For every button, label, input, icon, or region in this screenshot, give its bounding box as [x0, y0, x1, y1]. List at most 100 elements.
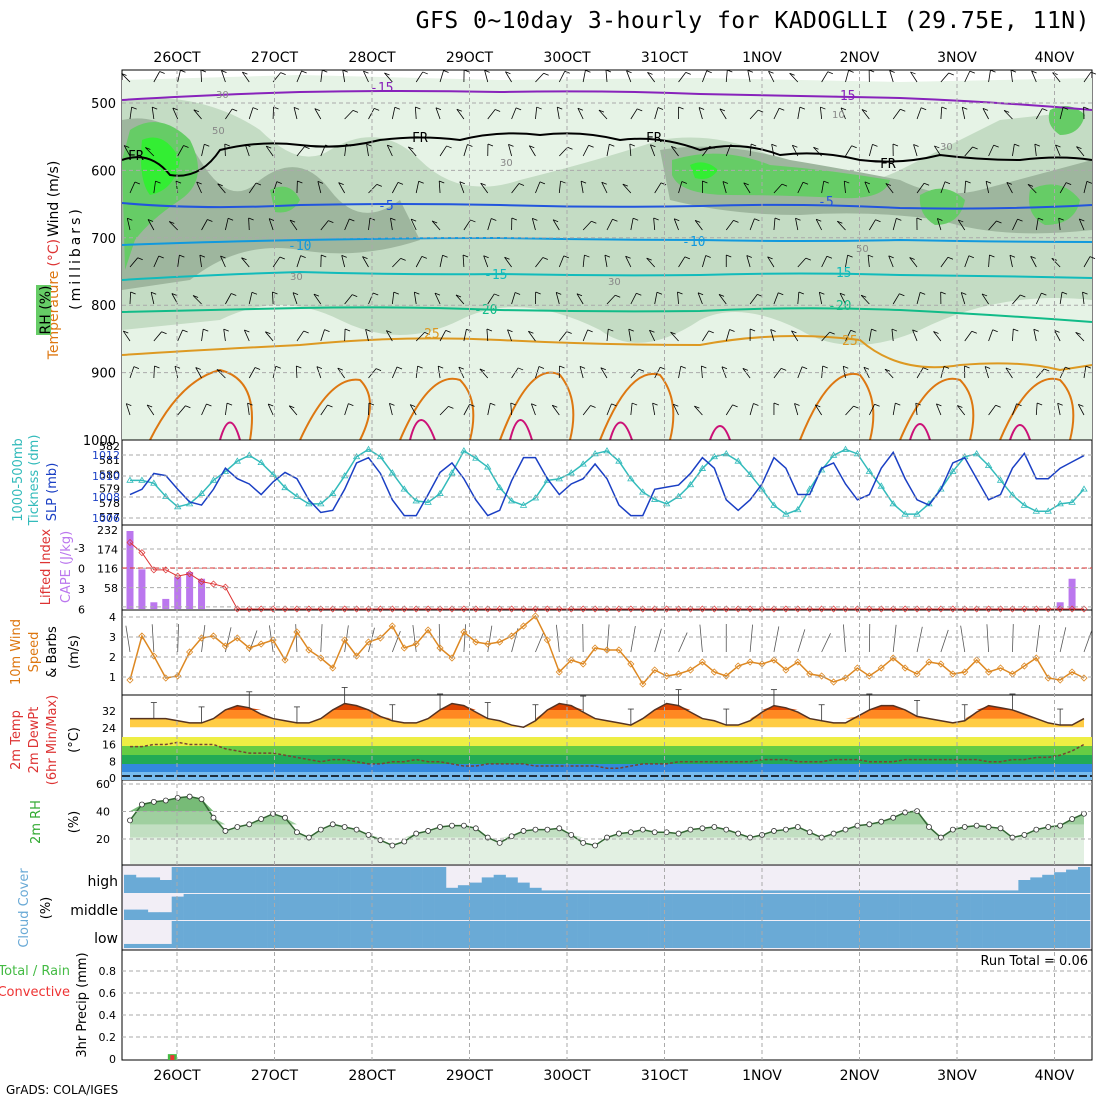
thickness-point: [794, 505, 802, 513]
wind10-title-3: & Barbs: [45, 626, 60, 678]
upper-wind-barb: [1057, 403, 1061, 416]
cloud-middle-bar: [219, 894, 232, 920]
upper-wind-barb-flag: [1089, 256, 1096, 259]
cloud-low-bar: [279, 921, 292, 948]
cloud-low-bar: [827, 921, 840, 948]
cloud-high-bar: [684, 890, 697, 893]
upper-wind-barb: [916, 107, 922, 120]
upper-wind-barb-flag: [850, 329, 856, 333]
upper-wind-barb-flag: [678, 106, 684, 110]
cloud-high-bar: [279, 867, 292, 893]
wind10-point: [281, 656, 289, 664]
thickness-point: [495, 483, 504, 491]
upper-wind-barb-flag: [674, 218, 680, 222]
upper-wind-barb: [1059, 182, 1067, 194]
cloud-middle-bar: [839, 894, 852, 920]
upper-wind-barb: [815, 219, 823, 231]
precip-tick: 0.8: [99, 965, 117, 978]
upper-wind-barb-flag: [448, 405, 454, 409]
upper-wind-barb: [268, 218, 274, 231]
upper-wind-barb-flag: [868, 69, 875, 73]
upper-wind-barb-flag: [923, 182, 930, 186]
upper-wind-barb-flag: [884, 368, 891, 372]
upper-wind-barb-flag: [1055, 144, 1061, 148]
cloud-middle-bar: [171, 896, 184, 920]
wind10-barb: [535, 631, 545, 653]
cloud-high-bar: [183, 867, 196, 893]
upper-wind-barb: [392, 258, 401, 268]
upper-wind-barb: [1082, 292, 1085, 305]
li-point: [1020, 605, 1028, 613]
upper-wind-barb: [1010, 70, 1013, 83]
upper-wind-barb: [511, 183, 520, 194]
upper-wind-barb-flag: [180, 69, 186, 73]
upper-wind-barb-flag: [577, 107, 584, 111]
cloud-middle-bar: [720, 894, 733, 920]
cloud-low-bar: [493, 921, 506, 948]
li-point: [746, 605, 754, 613]
upper-wind-barb: [415, 332, 425, 342]
upper-wind-barb: [320, 144, 326, 157]
upper-wind-barb: [837, 220, 846, 231]
rh2m-point: [639, 826, 646, 833]
rh2m-point: [687, 826, 694, 833]
upper-wind-barb: [964, 331, 973, 342]
cloud-low-bar: [326, 921, 339, 948]
label-t20a: -20: [474, 303, 497, 318]
upper-wind-barb-flag: [365, 328, 371, 332]
precip-title-3: 3hr Precip (mm): [75, 952, 90, 1057]
cloud-high-bar: [779, 890, 793, 893]
wind10-point: [412, 640, 420, 648]
wind10-barb: [201, 625, 206, 653]
upper-wind-barb-flag: [936, 403, 942, 407]
li-point: [460, 605, 468, 613]
upper-wind-barb-flag: [754, 218, 760, 222]
upper-wind-barb-flag: [611, 403, 617, 407]
upper-wind-barb: [558, 71, 566, 83]
cloud-high-bar: [207, 867, 220, 893]
thickness-point: [376, 452, 385, 460]
cloud-high-bar: [577, 890, 590, 893]
upper-wind-barb: [225, 403, 228, 416]
upper-wind-barb-flag: [947, 256, 954, 260]
rh2m-point: [902, 809, 909, 816]
cloud-high-bar: [1030, 877, 1043, 893]
thickness-tick: 578: [99, 497, 120, 510]
upper-wind-barb-flag: [985, 180, 992, 184]
pressure-tick: 800: [91, 299, 116, 314]
wind10-point: [996, 664, 1005, 672]
upper-wind-barb-flag: [435, 107, 442, 111]
rh2m-point: [198, 796, 205, 803]
upper-wind-barb-flag: [415, 106, 421, 110]
upper-wind-barb: [749, 109, 759, 120]
cloud-low-bar: [410, 921, 423, 948]
upper-wind-barb-flag: [269, 218, 275, 222]
upper-wind-barb-flag: [255, 182, 262, 186]
wind10-barb: [940, 629, 949, 653]
run-total: Run Total = 0.06: [980, 954, 1088, 969]
label-t25a: 25: [424, 327, 440, 342]
cloud-high-bar: [505, 877, 518, 893]
cloud-high-bar: [636, 890, 649, 893]
wind10-point: [364, 638, 373, 646]
upper-wind-barb: [915, 403, 918, 416]
thickness-point: [388, 469, 397, 476]
upper-wind-barb-flag: [531, 403, 537, 407]
upper-wind-barb-flag: [1020, 294, 1026, 298]
upper-wind-barb: [818, 292, 823, 305]
upper-wind-barb: [153, 331, 162, 342]
upper-wind-barb: [244, 329, 250, 342]
upper-wind-barb-flag: [536, 106, 542, 110]
upper-wind-barb: [225, 108, 233, 120]
thickness-point: [1020, 501, 1029, 508]
upper-wind-barb-flag: [439, 180, 445, 184]
upper-wind-barb: [153, 71, 161, 83]
upper-wind-barb: [153, 181, 156, 194]
upper-wind-barb-flag: [798, 291, 804, 295]
upper-wind-barb: [479, 368, 489, 379]
upper-wind-barb-flag: [631, 402, 638, 406]
upper-wind-barb-flag: [432, 220, 438, 224]
li-point: [269, 605, 277, 613]
pressure-tick: 1000: [83, 434, 116, 449]
wind10-title-2: Speed: [27, 632, 42, 673]
